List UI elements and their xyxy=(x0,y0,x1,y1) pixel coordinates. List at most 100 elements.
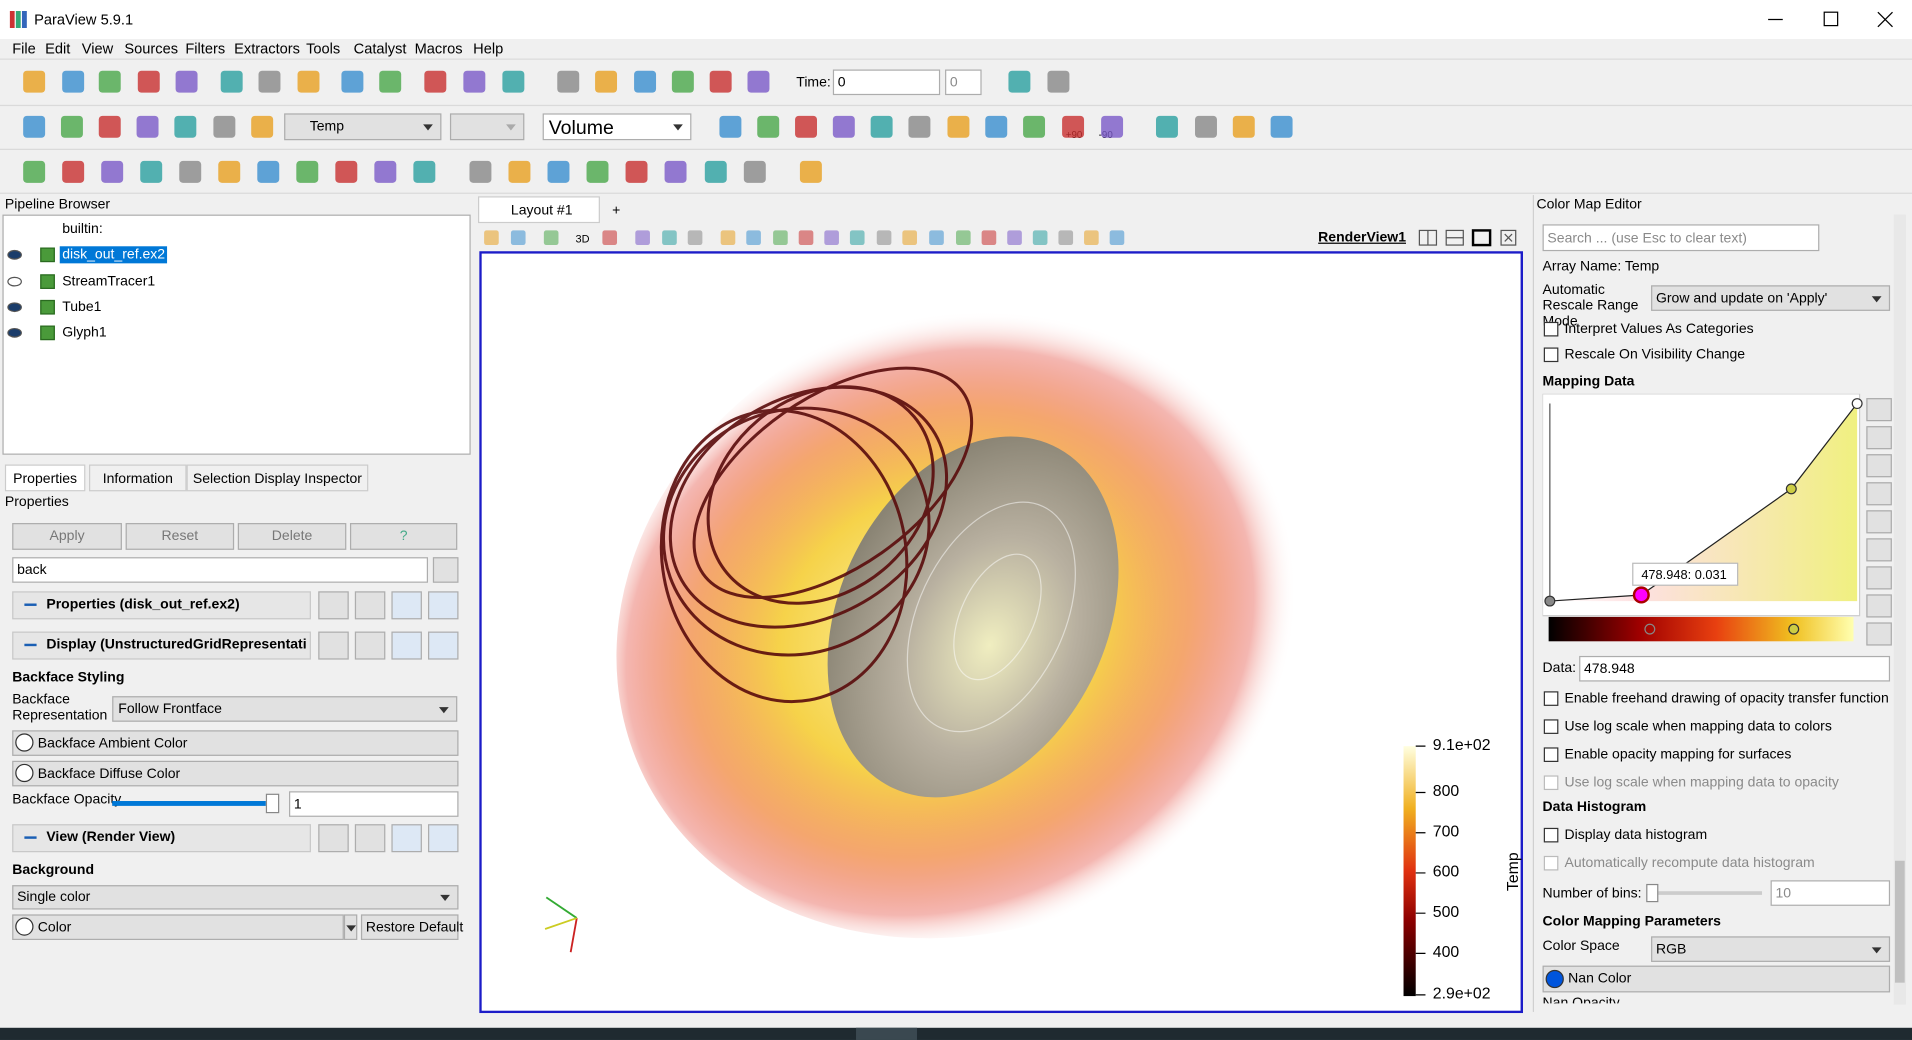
background-combo[interactable]: Single color xyxy=(12,885,459,910)
properties-search[interactable]: back xyxy=(12,557,429,583)
toolbar-button[interactable] xyxy=(1023,115,1046,138)
section-button[interactable] xyxy=(428,631,459,660)
toolbar-button[interactable] xyxy=(634,70,657,93)
view-toolbar-button[interactable] xyxy=(981,230,997,246)
toolbar-button[interactable] xyxy=(175,70,198,93)
visibility-toggle[interactable] xyxy=(7,327,22,338)
toolbar-button[interactable] xyxy=(258,70,281,93)
menu-item[interactable]: File xyxy=(12,40,36,58)
section-button[interactable] xyxy=(391,824,422,853)
window-controls[interactable] xyxy=(1756,10,1902,30)
menu-item[interactable]: Help xyxy=(473,40,504,58)
section-button[interactable] xyxy=(318,631,349,660)
section-button[interactable] xyxy=(391,591,422,620)
view-mode-button[interactable]: 3D xyxy=(575,232,590,246)
toolbar-button[interactable] xyxy=(296,160,319,183)
panel-tab[interactable]: Information xyxy=(89,464,187,492)
time-step-spinbox[interactable]: 0 xyxy=(945,69,982,96)
backface-representation-combo[interactable]: Follow Frontface xyxy=(112,696,458,722)
toolbar-button[interactable] xyxy=(947,115,970,138)
section-button[interactable] xyxy=(354,631,386,660)
layout-tab[interactable]: Layout #1 xyxy=(478,196,600,224)
toolbar-button[interactable] xyxy=(136,115,159,138)
toolbar-button[interactable] xyxy=(424,70,447,93)
toolbar-button[interactable] xyxy=(709,70,732,93)
toolbar-button[interactable] xyxy=(1232,115,1255,138)
toolbar-button[interactable] xyxy=(98,115,121,138)
toolbar-button[interactable] xyxy=(743,160,766,183)
menu-item[interactable]: Edit xyxy=(45,40,71,58)
view-toolbar-button[interactable] xyxy=(720,230,736,246)
toolbar-button[interactable] xyxy=(23,70,46,93)
view-toolbar-button[interactable] xyxy=(902,230,917,246)
toolbar-button[interactable] xyxy=(137,70,160,93)
component-combo[interactable] xyxy=(449,113,525,141)
section-header[interactable] xyxy=(12,631,311,660)
menu-item[interactable]: Tools xyxy=(306,40,341,58)
view-toolbar-button[interactable] xyxy=(824,230,839,246)
collapse-icon[interactable] xyxy=(24,836,37,839)
section-header[interactable] xyxy=(12,824,311,853)
section-button[interactable] xyxy=(318,591,349,620)
view-toolbar-button[interactable] xyxy=(746,230,761,246)
bins-slider[interactable] xyxy=(1648,891,1763,895)
toolbar-button[interactable] xyxy=(218,160,241,183)
view-toolbar-button[interactable] xyxy=(849,230,865,246)
toolbar-button[interactable] xyxy=(62,70,85,93)
color-menu[interactable] xyxy=(343,914,358,941)
menu-item[interactable]: Sources xyxy=(124,40,179,58)
toolbar-button[interactable] xyxy=(374,160,397,183)
pipeline-item[interactable]: disk_out_ref.ex2 xyxy=(59,246,168,264)
toolbar-button[interactable] xyxy=(1062,115,1085,138)
color-space-combo[interactable]: RGB xyxy=(1651,936,1891,962)
view-toolbar-button[interactable] xyxy=(635,230,650,246)
toolbar-button[interactable] xyxy=(664,160,687,183)
panel-tab[interactable]: Properties xyxy=(4,464,86,492)
view-toolbar-button[interactable] xyxy=(1109,230,1125,246)
view-toolbar-button[interactable] xyxy=(773,230,788,246)
toolbar-button[interactable] xyxy=(1195,115,1217,138)
toolbar-button[interactable] xyxy=(179,160,202,183)
toolbar-button[interactable] xyxy=(98,70,121,93)
rescale-combo[interactable]: Grow and update on 'Apply' xyxy=(1651,285,1891,311)
add-tab[interactable]: + xyxy=(612,203,621,219)
view-toolbar-button[interactable] xyxy=(876,230,892,246)
toolbar-button[interactable] xyxy=(251,115,274,138)
section-button[interactable] xyxy=(391,631,422,660)
representation-combo[interactable]: Volume xyxy=(542,113,692,141)
toolbar-button[interactable] xyxy=(908,115,931,138)
menu-item[interactable]: Extractors xyxy=(234,40,300,58)
checkbox[interactable] xyxy=(1543,347,1559,363)
slider-handle[interactable] xyxy=(1646,883,1659,903)
menu-item[interactable]: Macros xyxy=(414,40,463,58)
checkbox[interactable] xyxy=(1543,691,1559,706)
toolbar-button[interactable] xyxy=(413,160,436,183)
view-toolbar-button[interactable] xyxy=(956,230,971,246)
view-toolbar-button[interactable] xyxy=(1084,230,1099,246)
pipeline-item[interactable]: builtin: xyxy=(62,221,103,237)
view-toolbar-button[interactable] xyxy=(484,230,499,246)
section-button[interactable] xyxy=(318,824,349,853)
toolbar-button[interactable] xyxy=(832,115,855,138)
toolbar-button[interactable] xyxy=(140,160,163,183)
toolbar-button[interactable] xyxy=(60,115,83,138)
view-toolbar-button[interactable] xyxy=(543,230,559,246)
toolbar-button[interactable] xyxy=(257,160,280,183)
panel-tab[interactable]: Selection Display Inspector xyxy=(186,464,369,492)
toolbar-button[interactable] xyxy=(463,70,486,93)
toolbar-button[interactable] xyxy=(704,160,727,183)
toolbar-button[interactable] xyxy=(985,115,1008,138)
bins-input[interactable]: 10 xyxy=(1770,880,1891,906)
view-toolbar-button[interactable] xyxy=(1032,230,1048,246)
checkbox[interactable] xyxy=(1543,321,1559,337)
toolbar-button[interactable] xyxy=(23,115,46,138)
toolbar-button[interactable] xyxy=(220,70,243,93)
opacity-slider[interactable] xyxy=(112,801,274,806)
toolbar-button[interactable] xyxy=(747,70,770,93)
view-split-buttons[interactable] xyxy=(1417,227,1522,249)
pipeline-item[interactable]: StreamTracer1 xyxy=(62,274,156,289)
section-button[interactable] xyxy=(354,824,386,853)
section-button[interactable] xyxy=(428,591,459,620)
visibility-toggle[interactable] xyxy=(7,276,22,287)
visibility-toggle[interactable] xyxy=(7,302,22,313)
